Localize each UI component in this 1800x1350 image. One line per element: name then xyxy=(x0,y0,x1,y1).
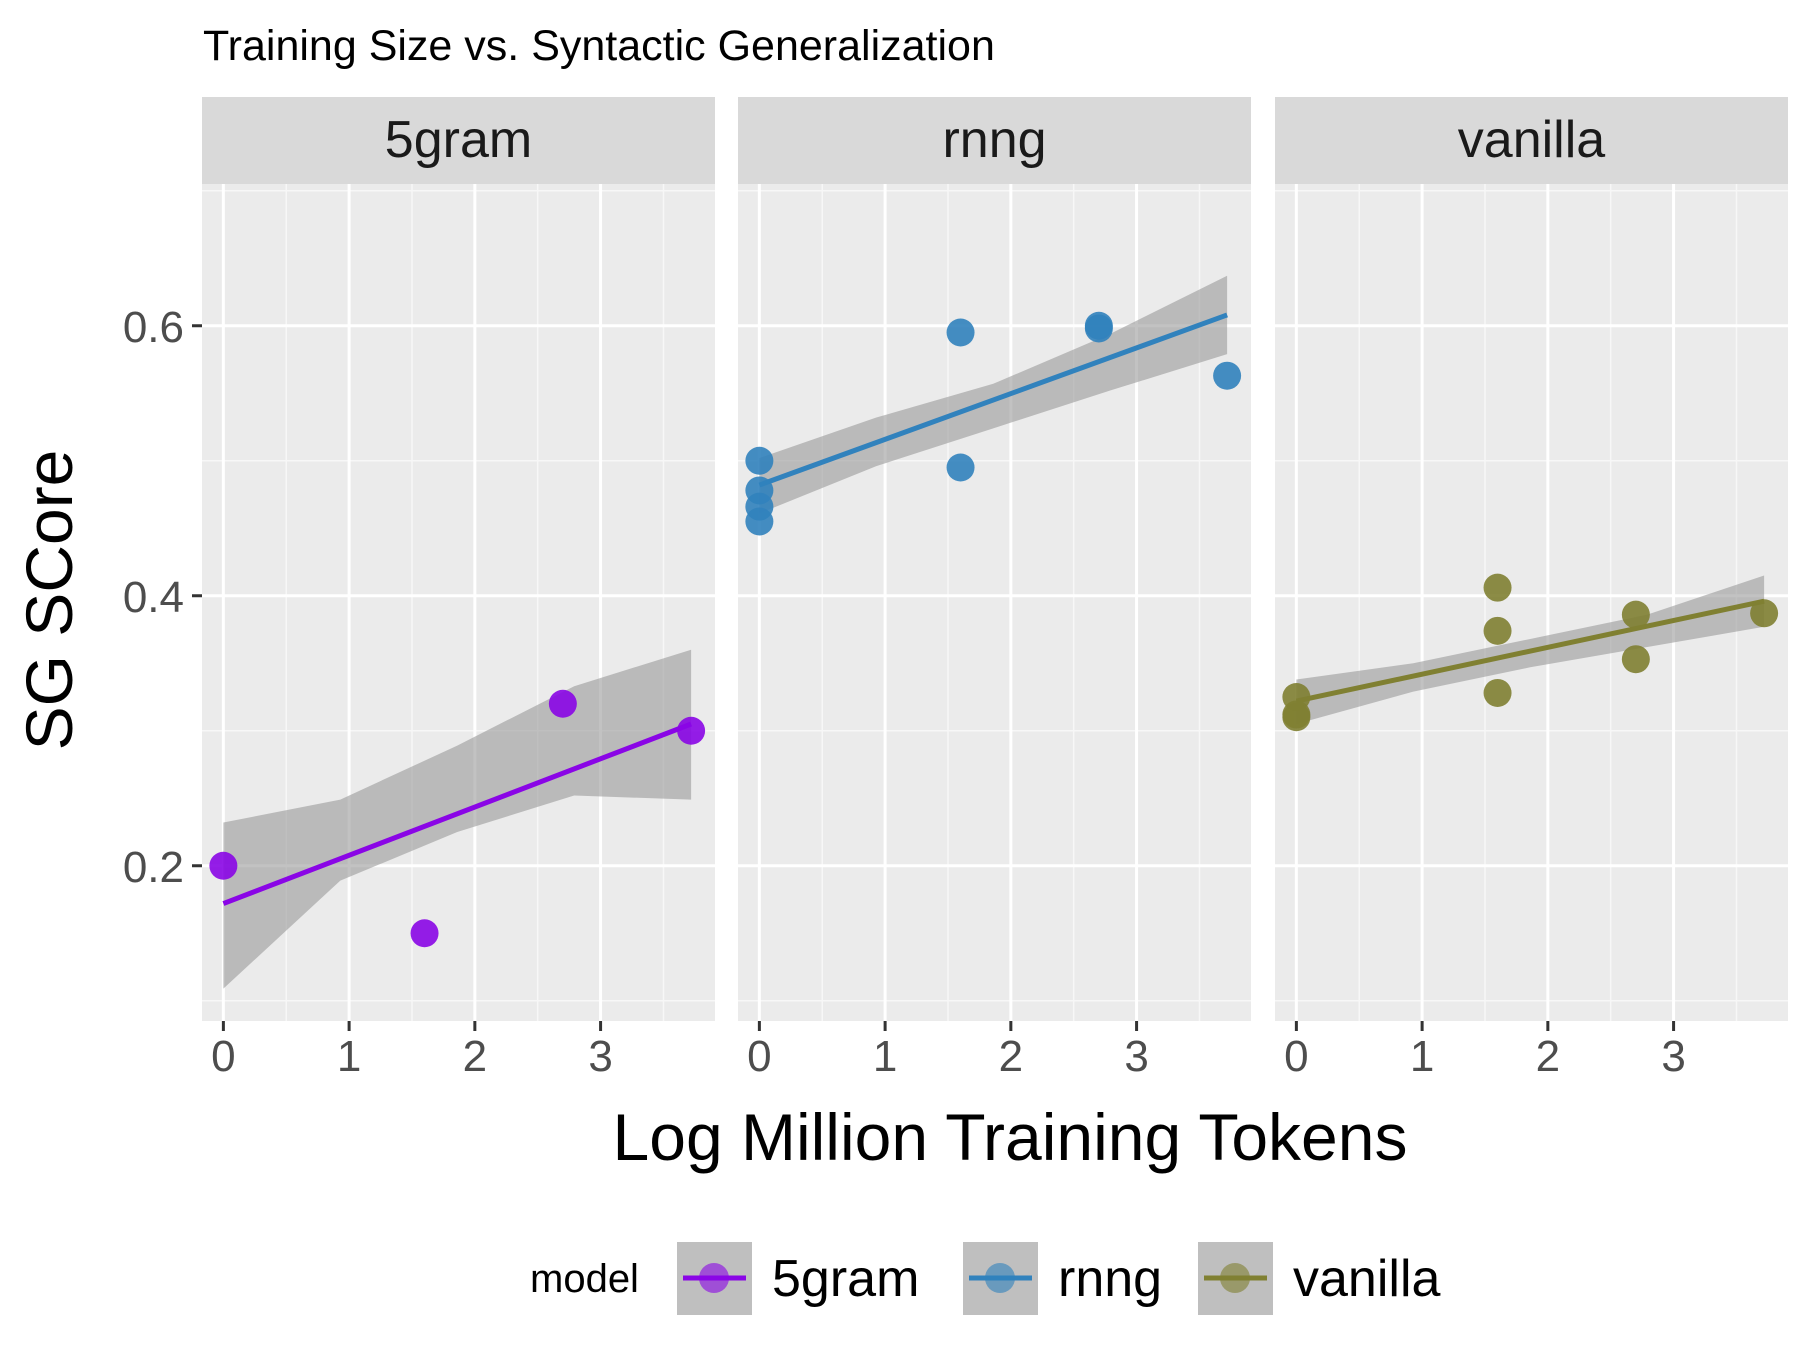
regression-line xyxy=(758,312,1228,488)
x-tick-label: 3 xyxy=(1124,1032,1148,1081)
x-tick-label: 3 xyxy=(1661,1032,1685,1081)
facet-strip xyxy=(202,97,715,184)
legend: model 5gram rnng vanilla xyxy=(530,1242,1440,1315)
data-point xyxy=(1621,600,1650,629)
y-tick-label: 0.6 xyxy=(123,303,184,352)
data-point xyxy=(1282,703,1311,732)
y-tick-label: 0.4 xyxy=(123,573,184,622)
x-tick-label: 2 xyxy=(999,1032,1023,1081)
legend-label: 5gram xyxy=(772,1250,919,1308)
data-point xyxy=(1084,314,1113,343)
regression-line xyxy=(222,721,693,906)
facet-panel-rnng: rnng 0 1 2 3 xyxy=(738,97,1251,1081)
data-point xyxy=(1621,645,1650,674)
legend-item-vanilla: vanilla xyxy=(1198,1242,1440,1315)
x-tick-label: 1 xyxy=(1410,1032,1434,1081)
legend-label: rnng xyxy=(1058,1250,1162,1308)
x-axis-title: Log Million Training Tokens xyxy=(613,1100,1408,1174)
data-point xyxy=(410,919,439,948)
data-point xyxy=(946,318,975,347)
x-tick-label: 2 xyxy=(1536,1032,1560,1081)
facet-panels: 5gram 0 1 2 3 rnng 0 1 2 3 vanilla 0 1 2 3 xyxy=(202,97,1788,1081)
x-tick-label: 1 xyxy=(337,1032,361,1081)
data-point xyxy=(548,689,577,718)
data-point xyxy=(745,446,774,475)
data-point xyxy=(946,453,975,482)
chart-title: Training Size vs. Syntactic Generalizati… xyxy=(203,22,995,70)
y-axis: 0.2 0.4 0.6 xyxy=(123,303,202,892)
facet-strip-label: 5gram xyxy=(385,111,532,169)
x-tick-label: 3 xyxy=(588,1032,612,1081)
x-tick-label: 0 xyxy=(211,1032,235,1081)
confidence-band xyxy=(223,649,692,989)
data-point xyxy=(745,507,774,536)
legend-title: model xyxy=(530,1257,639,1301)
facet-strip xyxy=(1275,97,1788,184)
facet-strip-label: vanilla xyxy=(1458,111,1605,169)
x-tick-label: 2 xyxy=(463,1032,487,1081)
legend-key-point xyxy=(1220,1263,1250,1293)
x-tick-label: 1 xyxy=(873,1032,897,1081)
data-point xyxy=(1483,678,1512,707)
y-tick-label: 0.2 xyxy=(123,843,184,892)
data-point xyxy=(1483,616,1512,645)
legend-key-point xyxy=(699,1263,729,1293)
x-tick-label: 0 xyxy=(1284,1032,1308,1081)
data-point xyxy=(1750,599,1779,628)
legend-item-5gram: 5gram xyxy=(677,1242,919,1315)
data-point xyxy=(1213,361,1242,390)
facet-strip xyxy=(738,97,1251,184)
data-point xyxy=(209,851,238,880)
legend-label: vanilla xyxy=(1293,1250,1440,1308)
data-point xyxy=(1483,573,1512,602)
x-tick-label: 0 xyxy=(747,1032,771,1081)
legend-item-rnng: rnng xyxy=(963,1242,1162,1315)
facet-panel-5gram: 5gram 0 1 2 3 xyxy=(202,97,715,1081)
legend-key-point xyxy=(985,1263,1015,1293)
facet-strip-label: rnng xyxy=(942,111,1046,169)
data-point xyxy=(677,716,706,745)
facet-panel-vanilla: vanilla 0 1 2 3 xyxy=(1275,97,1788,1081)
regression-line xyxy=(1295,598,1765,704)
y-axis-title: SG SCore xyxy=(12,450,86,751)
